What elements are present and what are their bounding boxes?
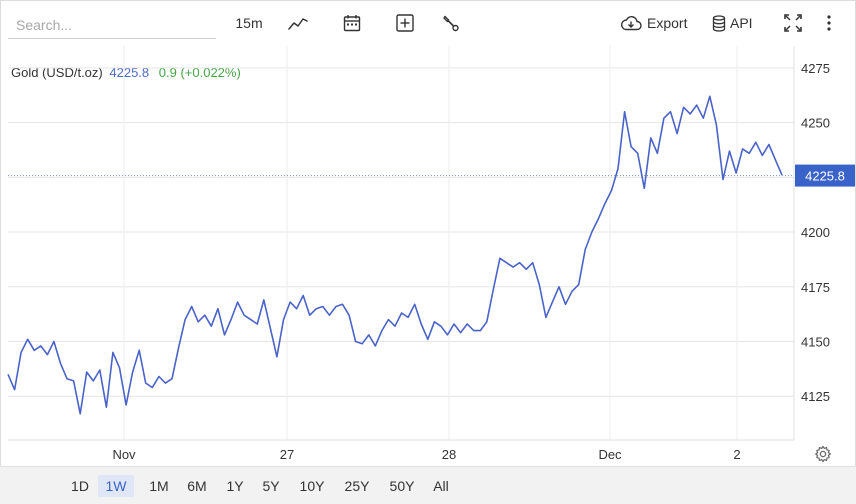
range-button-50y[interactable]: 50Y <box>384 475 420 497</box>
range-button-6m[interactable]: 6M <box>182 475 212 497</box>
toolbar: 15m Ex <box>0 0 856 46</box>
x-tick-label: Nov <box>112 447 136 462</box>
vertical-dots-icon <box>827 15 831 31</box>
settings-gear-icon[interactable] <box>814 445 832 463</box>
expand-icon <box>784 14 802 32</box>
range-button-1y[interactable]: 1Y <box>221 475 249 497</box>
range-button-10y[interactable]: 10Y <box>294 475 330 497</box>
interval-label: 15m <box>235 15 262 31</box>
range-button-1d[interactable]: 1D <box>66 475 94 497</box>
line-chart-icon <box>288 16 308 30</box>
api-label: API <box>730 15 753 31</box>
x-tick-label: 2 <box>733 447 740 462</box>
range-button-25y[interactable]: 25Y <box>339 475 375 497</box>
range-button-5y[interactable]: 5Y <box>257 475 285 497</box>
x-tick-label: Dec <box>598 447 622 462</box>
last-value-label: 4225.8 <box>805 169 845 184</box>
export-button[interactable]: Export <box>620 10 694 36</box>
wrench-icon <box>442 14 460 32</box>
y-tick-label: 4275 <box>801 61 830 76</box>
export-label: Export <box>647 15 687 31</box>
date-range-button[interactable] <box>340 10 364 36</box>
cloud-download-icon <box>620 15 642 31</box>
x-tick-label: 27 <box>280 447 294 462</box>
api-button[interactable]: API <box>712 10 760 36</box>
tools-button[interactable] <box>440 10 462 36</box>
chart-type-button[interactable] <box>285 10 311 36</box>
database-icon <box>712 15 726 32</box>
more-menu-button[interactable] <box>820 10 838 36</box>
search-input[interactable] <box>8 12 216 39</box>
fullscreen-button[interactable] <box>782 10 804 36</box>
y-tick-label: 4150 <box>801 335 830 350</box>
y-tick-label: 4250 <box>801 116 830 131</box>
y-tick-label: 4175 <box>801 280 830 295</box>
range-button-1m[interactable]: 1M <box>144 475 174 497</box>
plus-square-icon <box>396 14 414 32</box>
y-tick-label: 4125 <box>801 389 830 404</box>
price-chart[interactable]: 4125415041754200422542504275Nov2728Dec24… <box>0 46 856 466</box>
y-tick-label: 4200 <box>801 225 830 240</box>
range-button-1w[interactable]: 1W <box>98 475 134 497</box>
calendar-icon <box>343 14 361 32</box>
add-indicator-button[interactable] <box>394 10 416 36</box>
range-button-all[interactable]: All <box>427 475 455 497</box>
x-tick-label: 28 <box>442 447 456 462</box>
interval-button[interactable]: 15m <box>232 10 266 36</box>
